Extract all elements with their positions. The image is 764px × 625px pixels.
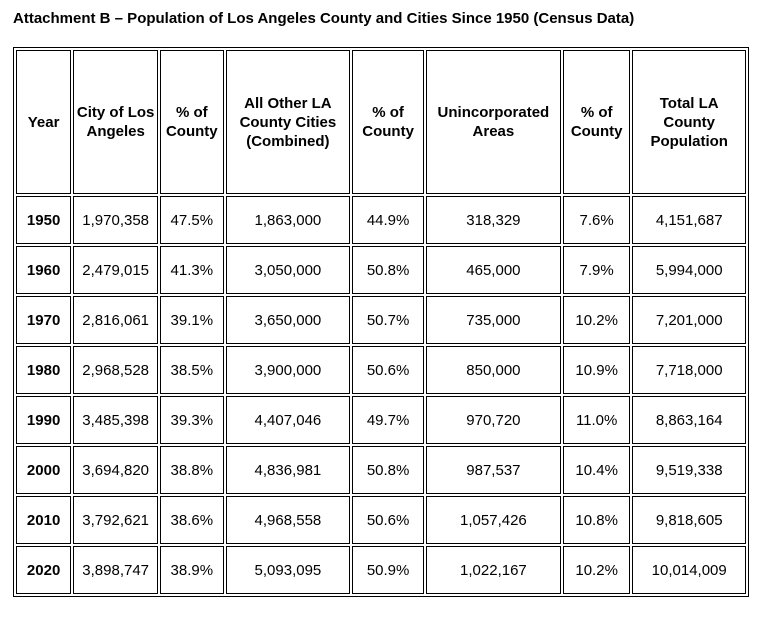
table-cell: 41.3% bbox=[160, 246, 224, 294]
table-row: 1950 1,970,358 47.5% 1,863,000 44.9% 318,329 7… bbox=[16, 196, 746, 244]
table-row: 1990 3,485,398 39.3% 4,407,046 49.7% 970,720 1… bbox=[16, 396, 746, 444]
column-header: Total LA County Population bbox=[632, 50, 746, 194]
table-cell: 38.5% bbox=[160, 346, 224, 394]
table-cell: 8,863,164 bbox=[632, 396, 746, 444]
table-cell: 3,050,000 bbox=[225, 246, 351, 294]
table-cell: 39.1% bbox=[160, 296, 224, 344]
table-cell: 4,407,046 bbox=[225, 396, 351, 444]
table-cell: 3,900,000 bbox=[225, 346, 351, 394]
table-row: 2010 3,792,621 38.6% 4,968,558 50.6% 1,057,42… bbox=[16, 496, 746, 544]
table-cell: 10.4% bbox=[562, 446, 631, 494]
table-cell: 10,014,009 bbox=[632, 546, 746, 594]
table-cell: 1,057,426 bbox=[425, 496, 561, 544]
table-cell: 50.8% bbox=[352, 446, 424, 494]
table-cell: 3,485,398 bbox=[73, 396, 159, 444]
table-cell: 987,537 bbox=[425, 446, 561, 494]
table-cell: 7,718,000 bbox=[632, 346, 746, 394]
table-cell: 49.7% bbox=[352, 396, 424, 444]
table-row: 1960 2,479,015 41.3% 3,050,000 50.8% 465,000 7… bbox=[16, 246, 746, 294]
table-row: 1970 2,816,061 39.1% 3,650,000 50.7% 735,000 1… bbox=[16, 296, 746, 344]
year-cell: 1950 bbox=[16, 196, 72, 244]
table-cell: 50.9% bbox=[352, 546, 424, 594]
table-cell: 5,093,095 bbox=[225, 546, 351, 594]
document-title: Attachment B – Population of Los Angeles… bbox=[13, 10, 635, 27]
table-cell: 2,816,061 bbox=[73, 296, 159, 344]
table-cell: 7,201,000 bbox=[632, 296, 746, 344]
table-cell: 10.2% bbox=[562, 546, 631, 594]
table-row: 1980 2,968,528 38.5% 3,900,000 50.6% 850,000 1… bbox=[16, 346, 746, 394]
column-header: All Other LA County Cities (Combined) bbox=[225, 50, 351, 194]
table-cell: 1,022,167 bbox=[425, 546, 561, 594]
table-cell: 1,863,000 bbox=[225, 196, 351, 244]
table-cell: 9,519,338 bbox=[632, 446, 746, 494]
column-header: % of County bbox=[562, 50, 631, 194]
column-header: % of County bbox=[352, 50, 424, 194]
year-cell: 2010 bbox=[16, 496, 72, 544]
column-header: Year bbox=[16, 50, 72, 194]
table-body: 1950 1,970,358 47.5% 1,863,000 44.9% 318,329 7… bbox=[16, 196, 746, 594]
table-cell: 39.3% bbox=[160, 396, 224, 444]
table-cell: 9,818,605 bbox=[632, 496, 746, 544]
table-cell: 3,898,747 bbox=[73, 546, 159, 594]
year-cell: 2000 bbox=[16, 446, 72, 494]
year-cell: 2020 bbox=[16, 546, 72, 594]
table-cell: 38.9% bbox=[160, 546, 224, 594]
column-header: % of County bbox=[160, 50, 224, 194]
table-cell: 5,994,000 bbox=[632, 246, 746, 294]
table-cell: 50.6% bbox=[352, 496, 424, 544]
table-cell: 4,968,558 bbox=[225, 496, 351, 544]
table-cell: 3,792,621 bbox=[73, 496, 159, 544]
year-cell: 1960 bbox=[16, 246, 72, 294]
table-cell: 47.5% bbox=[160, 196, 224, 244]
table-cell: 1,970,358 bbox=[73, 196, 159, 244]
table-cell: 4,836,981 bbox=[225, 446, 351, 494]
table-cell: 7.6% bbox=[562, 196, 631, 244]
table-cell: 50.7% bbox=[352, 296, 424, 344]
table-cell: 2,479,015 bbox=[73, 246, 159, 294]
header-row: Year City of Los Angeles% of County All Ot… bbox=[16, 50, 746, 194]
column-header: Unincorporated Areas bbox=[425, 50, 561, 194]
table-cell: 50.8% bbox=[352, 246, 424, 294]
year-cell: 1980 bbox=[16, 346, 72, 394]
table-cell: 4,151,687 bbox=[632, 196, 746, 244]
table-row: 2000 3,694,820 38.8% 4,836,981 50.8% 987,537 1… bbox=[16, 446, 746, 494]
table-cell: 10.2% bbox=[562, 296, 631, 344]
table-cell: 11.0% bbox=[562, 396, 631, 444]
table-cell: 735,000 bbox=[425, 296, 561, 344]
year-cell: 1970 bbox=[16, 296, 72, 344]
year-cell: 1990 bbox=[16, 396, 72, 444]
table-cell: 7.9% bbox=[562, 246, 631, 294]
table-cell: 44.9% bbox=[352, 196, 424, 244]
table-cell: 3,650,000 bbox=[225, 296, 351, 344]
table-cell: 3,694,820 bbox=[73, 446, 159, 494]
table-cell: 2,968,528 bbox=[73, 346, 159, 394]
table-cell: 50.6% bbox=[352, 346, 424, 394]
table-cell: 850,000 bbox=[425, 346, 561, 394]
table-cell: 38.6% bbox=[160, 496, 224, 544]
population-table: Year City of Los Angeles% of County All Ot… bbox=[13, 47, 749, 597]
table-cell: 10.8% bbox=[562, 496, 631, 544]
table-row: 2020 3,898,747 38.9% 5,093,095 50.9% 1,022,16… bbox=[16, 546, 746, 594]
table-cell: 970,720 bbox=[425, 396, 561, 444]
column-header: City of Los Angeles bbox=[73, 50, 159, 194]
table-cell: 10.9% bbox=[562, 346, 631, 394]
table-cell: 465,000 bbox=[425, 246, 561, 294]
table-cell: 318,329 bbox=[425, 196, 561, 244]
table-cell: 38.8% bbox=[160, 446, 224, 494]
